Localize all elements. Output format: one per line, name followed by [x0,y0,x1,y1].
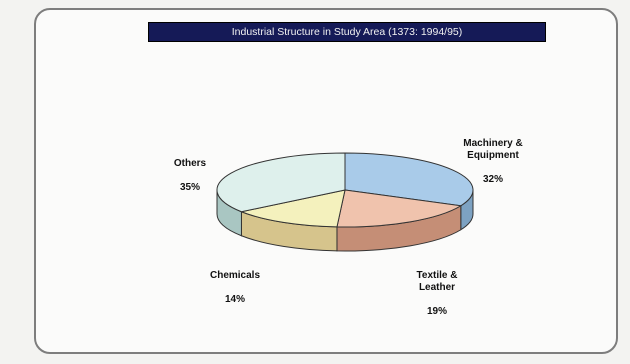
label-machinery: Machinery & Equipment 32% [438,126,548,198]
label-textile: Textile & Leather 19% [402,258,472,330]
label-others-name: Others [173,158,207,169]
label-textile-name: Textile & Leather [416,270,458,293]
slice-machinery-equipment [344,152,474,207]
label-chemicals-name: Chemicals [209,270,261,281]
slice-others [216,152,346,213]
slice-chemicals [239,189,346,228]
label-others: Others 35% [160,146,220,206]
label-textile-value: 19% [426,306,447,317]
label-machinery-name: Machinery & Equipment [463,138,523,161]
label-chemicals-value: 14% [224,294,245,305]
label-machinery-value: 32% [482,174,503,185]
slice-textile-leather [336,189,463,228]
label-chemicals: Chemicals 14% [200,258,270,318]
label-others-value: 35% [179,182,200,193]
chart-title: Industrial Structure in Study Area (1373… [148,22,546,42]
